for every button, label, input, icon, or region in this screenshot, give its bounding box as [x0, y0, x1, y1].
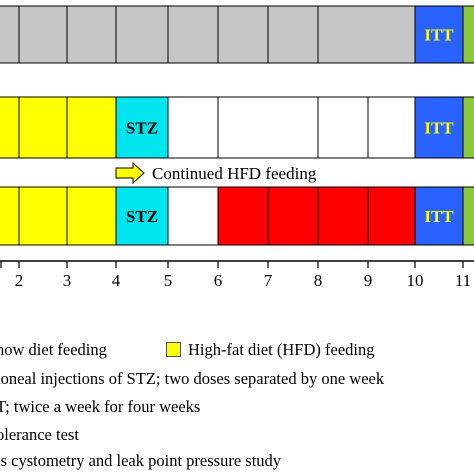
timeline-cell	[167, 96, 219, 159]
timeline-tail	[462, 96, 474, 159]
timeline-cell	[115, 5, 169, 64]
timeline-cell	[0, 186, 20, 246]
timeline-cell	[267, 5, 319, 64]
timeline-cell	[18, 186, 68, 246]
axis-tick-label: 2	[15, 271, 24, 290]
continued-hfd-label: Continued HFD feeding	[152, 164, 317, 183]
axis-tick-label: 7	[264, 271, 273, 290]
legend-line-cystometry: is cystometry and leak point pressure st…	[0, 451, 282, 470]
timeline-cell	[66, 96, 117, 159]
timeline-cell	[217, 186, 269, 246]
timeline-cell	[217, 5, 269, 64]
timeline-tail	[462, 5, 474, 64]
timeline-cell	[414, 186, 464, 246]
row-hfd: STZ ITT	[0, 96, 474, 159]
timeline-cell	[267, 186, 319, 246]
timeline-cell	[18, 5, 68, 64]
axis-tick-label: 3	[63, 271, 72, 290]
timeline-cell	[66, 186, 117, 246]
cell-label-stz: STZ	[126, 207, 158, 226]
timeline-cell	[0, 5, 20, 64]
legend-line-stz: toneal injections of STZ; two doses sepa…	[0, 369, 385, 388]
timeline-tail	[462, 186, 474, 246]
timeline-cell	[18, 96, 68, 159]
legend-line-hfd: High-fat diet (HFD) feeding	[188, 340, 375, 359]
timeline-cell	[367, 186, 416, 246]
timeline-cell	[167, 186, 219, 246]
right-arrow-icon	[115, 161, 145, 185]
timeline-cell	[317, 186, 369, 246]
timeline-cell	[217, 96, 319, 159]
hfd-swatch	[166, 342, 181, 357]
timeline-cell	[115, 96, 169, 159]
row-chow: ITT	[0, 5, 474, 64]
axis-tick-label: 11	[455, 271, 471, 290]
legend-line-itt: T; twice a week for four weeks	[0, 397, 201, 416]
axis-tick-label: 5	[164, 271, 173, 290]
cell-label-itt: ITT	[424, 207, 454, 226]
continued-hfd-arrow: Continued HFD feeding	[115, 161, 317, 185]
timeline-cell	[367, 96, 416, 159]
week-axis: 2 3 4 5 6 7 8 9 10 11	[0, 260, 474, 290]
timeline-cell	[0, 96, 20, 159]
cell-label-itt: ITT	[424, 119, 454, 138]
cell-label-stz: STZ	[126, 119, 158, 138]
timeline-cell	[66, 5, 117, 64]
row-hfd-stz: STZ ITT	[0, 186, 474, 246]
timeline-cell	[115, 186, 169, 246]
timeline-cell	[317, 5, 416, 64]
timeline-cell	[317, 96, 369, 159]
axis-tick-label: 8	[314, 271, 323, 290]
timeline-rows: ITT STZ ITT STZ ITT	[0, 5, 474, 246]
legend-line-tolerance: olerance test	[0, 425, 79, 444]
axis-tick-label: 10	[407, 271, 424, 290]
axis-tick-label: 6	[214, 271, 223, 290]
legend-line-chow: how diet feeding	[0, 340, 107, 359]
cell-label-itt: ITT	[424, 26, 454, 45]
timeline-cell	[167, 5, 219, 64]
timeline-cell	[414, 96, 464, 159]
axis-tick-label: 4	[112, 271, 121, 290]
axis-tick-label: 9	[364, 271, 373, 290]
